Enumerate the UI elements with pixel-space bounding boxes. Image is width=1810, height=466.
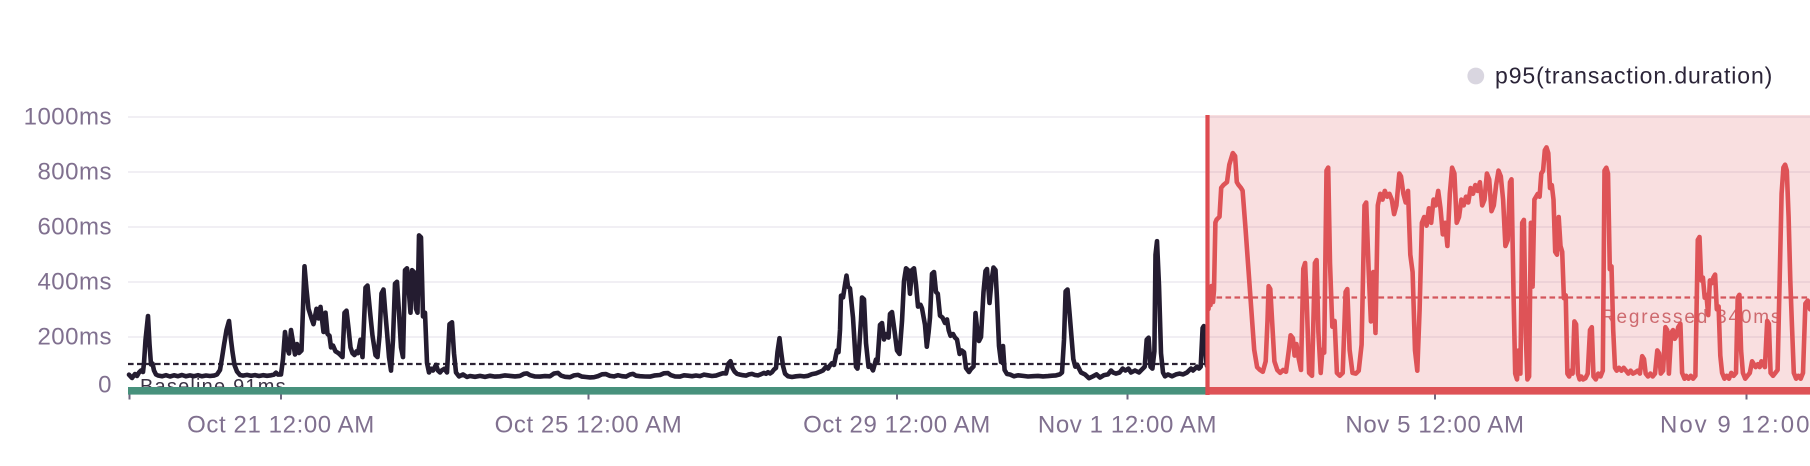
svg-text:Oct 29 12:00 AM: Oct 29 12:00 AM <box>803 412 991 439</box>
svg-text:600ms: 600ms <box>37 214 112 241</box>
svg-text:Nov 1 12:00 AM: Nov 1 12:00 AM <box>1038 412 1217 439</box>
svg-text:200ms: 200ms <box>37 324 112 351</box>
svg-text:800ms: 800ms <box>37 159 112 186</box>
svg-text:Regressed 340ms: Regressed 340ms <box>1601 307 1782 328</box>
svg-text:400ms: 400ms <box>37 269 112 296</box>
svg-text:Nov 5 12:00 AM: Nov 5 12:00 AM <box>1345 412 1524 439</box>
svg-text:1000ms: 1000ms <box>24 104 112 131</box>
svg-text:0: 0 <box>98 372 112 399</box>
svg-text:Oct 25 12:00 AM: Oct 25 12:00 AM <box>495 412 683 439</box>
svg-text:Oct 21 12:00 AM: Oct 21 12:00 AM <box>187 412 375 439</box>
svg-text:p95(transaction.duration): p95(transaction.duration) <box>1495 63 1773 89</box>
svg-text:Nov 9 12:00 AM: Nov 9 12:00 AM <box>1660 412 1810 439</box>
